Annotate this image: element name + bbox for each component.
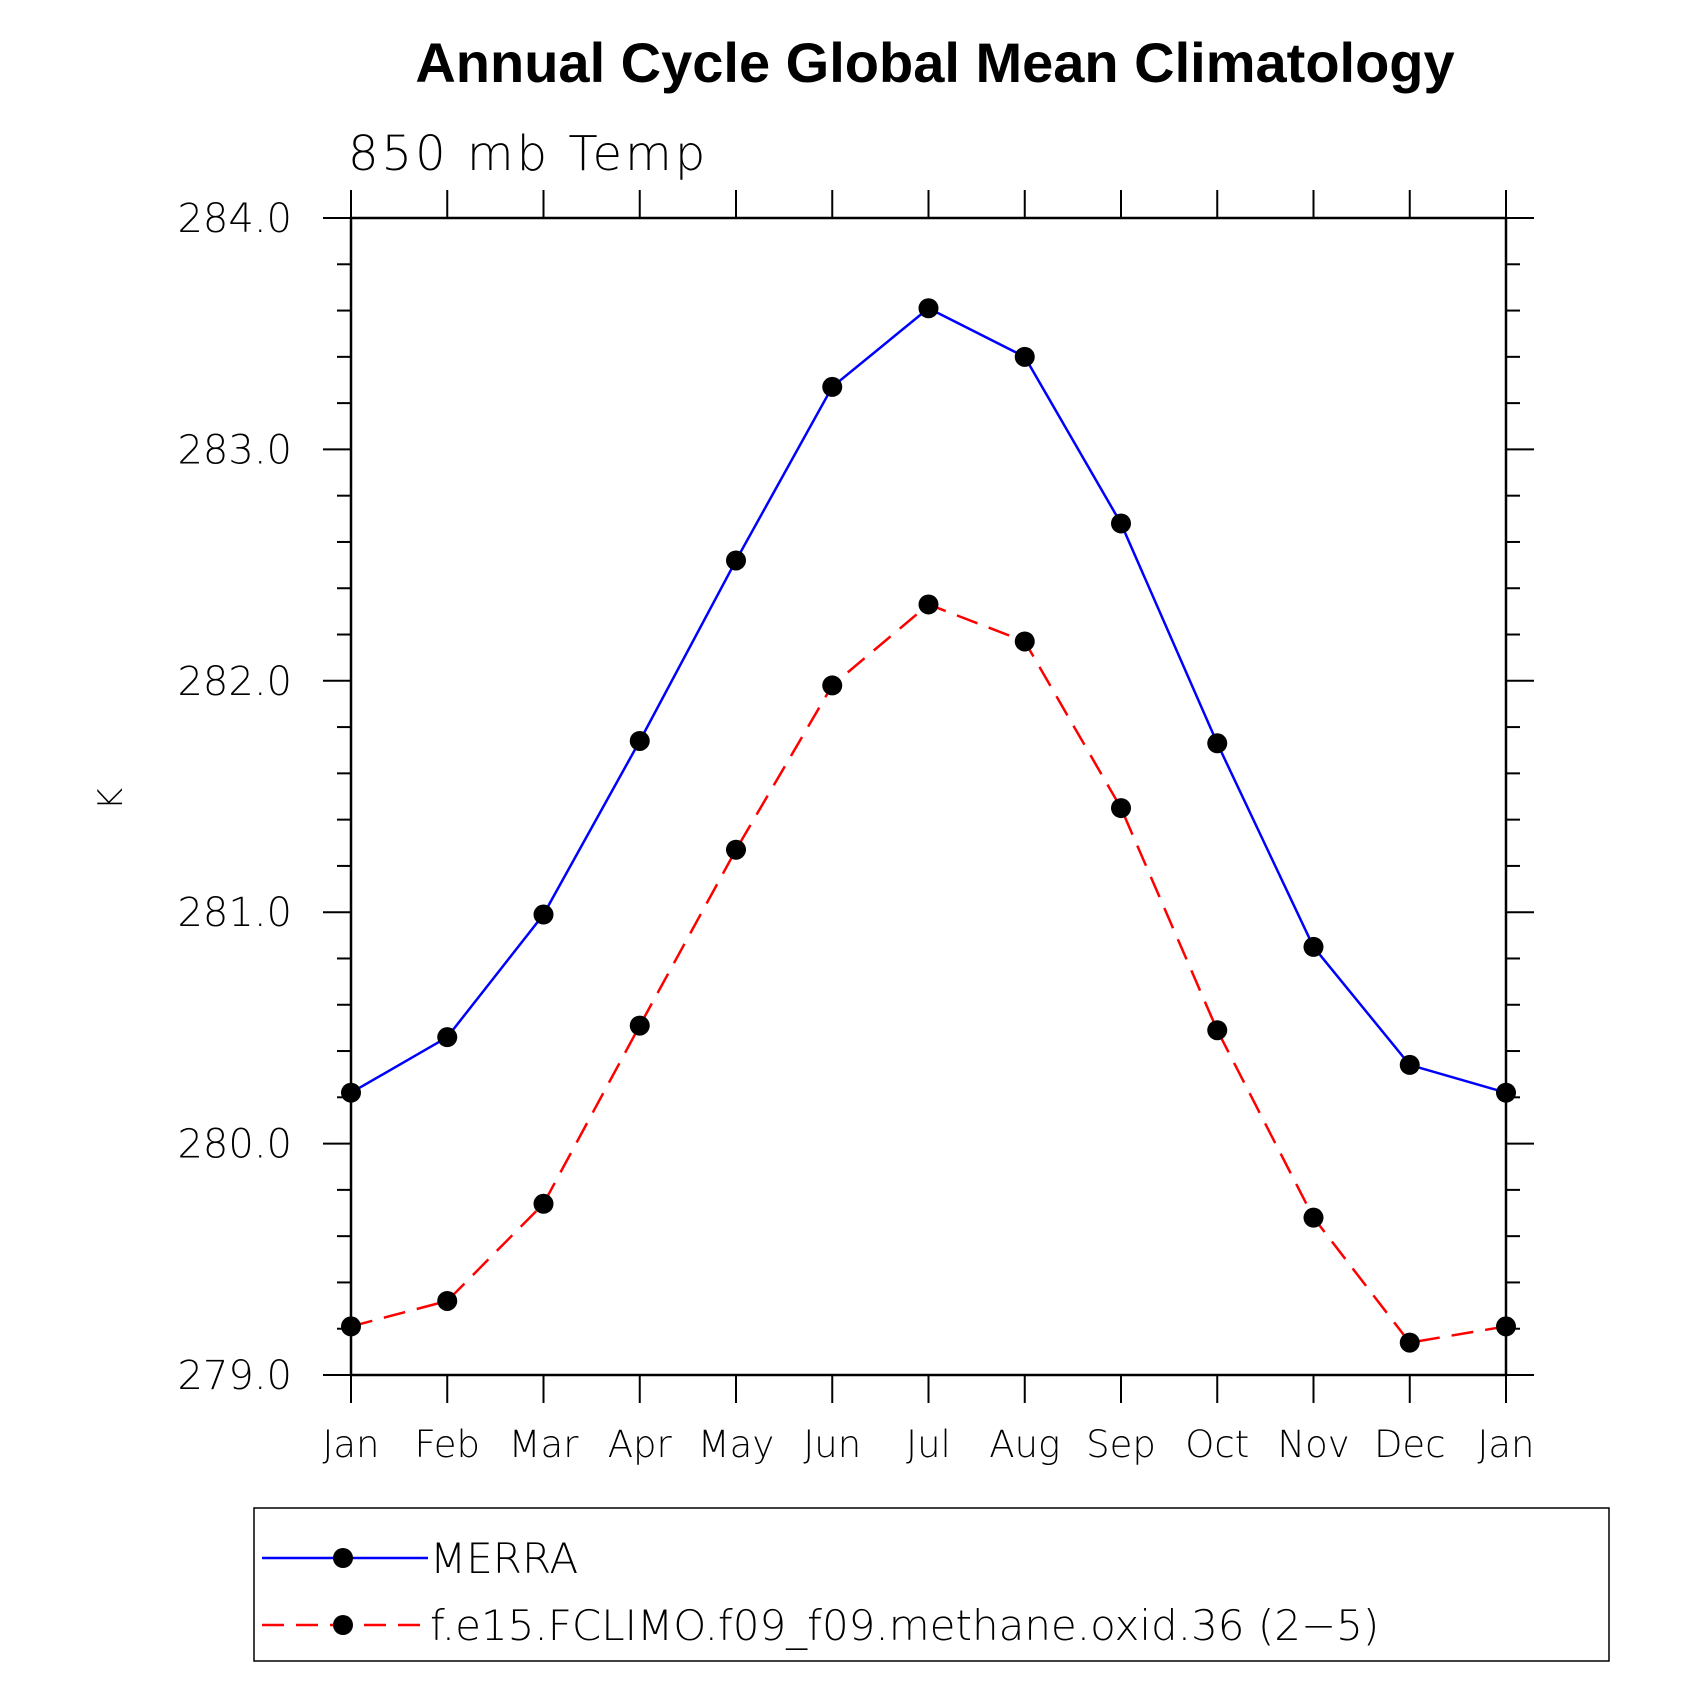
data-point [1496, 1316, 1516, 1337]
data-point [822, 376, 843, 397]
data-point [341, 1082, 361, 1103]
series-layer [341, 298, 1516, 1353]
x-tick-label: Aug [989, 1423, 1060, 1466]
series-line-1 [350, 603, 1507, 1344]
data-point [437, 1290, 458, 1311]
y-axis-ticks: 279.0 280.0 281.0 282.0 283.0 284.0 [177, 196, 1534, 1399]
data-point [822, 675, 843, 696]
plot-frame [349, 216, 1508, 1377]
data-point [1399, 1332, 1420, 1353]
y-axis-label: K [91, 788, 131, 810]
data-point [1111, 513, 1131, 534]
legend-marker-0 [333, 1548, 353, 1568]
x-tick-label: Jan [322, 1423, 379, 1466]
data-point [726, 839, 746, 860]
x-tick-label: Apr [608, 1423, 673, 1466]
data-point [437, 1027, 458, 1048]
data-point [341, 1316, 361, 1337]
y-tick-label: 281.0 [177, 890, 292, 936]
data-point [1207, 1020, 1228, 1041]
x-tick-label: Jan [1477, 1423, 1534, 1466]
x-tick-label: Sep [1086, 1423, 1156, 1466]
data-point [1014, 346, 1035, 367]
data-point [1303, 936, 1324, 957]
y-tick-label: 283.0 [177, 427, 292, 473]
x-axis-ticks: Jan Feb Mar Apr May Jun Jul Aug Sep Oct Nov Dec Jan [322, 190, 1535, 1466]
legend-label-0: MERRA [430, 1534, 578, 1583]
data-point [918, 298, 939, 319]
data-point [1303, 1207, 1324, 1228]
data-point [726, 550, 746, 571]
legend: MERRA f.e15.FCLIMO.f09_f09.methane.oxid.3… [253, 1507, 1610, 1662]
data-point [533, 1193, 554, 1214]
y-tick-label: 279.0 [177, 1353, 292, 1399]
x-tick-label: Mar [509, 1423, 580, 1466]
legend-marker-1 [333, 1615, 353, 1635]
data-point [533, 904, 554, 925]
x-tick-label: Jun [803, 1423, 861, 1466]
data-point [1496, 1082, 1516, 1103]
chart-subtitle: 850 mb Temp [348, 126, 708, 182]
x-tick-label: Nov [1277, 1423, 1349, 1466]
data-point [1111, 798, 1131, 819]
x-tick-label: Feb [414, 1423, 480, 1466]
plot-axes [349, 216, 1508, 1377]
data-point [629, 730, 650, 751]
legend-box [253, 1507, 1610, 1662]
chart-title: Annual Cycle Global Mean Climatology [415, 31, 1454, 94]
series-line-0 [350, 306, 1507, 1094]
x-tick-label: Jul [906, 1423, 951, 1466]
data-point [629, 1015, 650, 1036]
data-point [1207, 733, 1228, 754]
x-tick-label: Dec [1374, 1423, 1446, 1466]
legend-label-1: f.e15.FCLIMO.f09_f09.methane.oxid.36 (2−… [430, 1601, 1379, 1650]
x-tick-label: Oct [1185, 1423, 1249, 1466]
y-tick-label: 280.0 [177, 1122, 292, 1168]
data-point [1399, 1054, 1420, 1075]
x-tick-label: May [698, 1423, 775, 1466]
data-point [1014, 631, 1035, 652]
data-point [918, 594, 939, 615]
y-tick-label: 282.0 [177, 659, 292, 705]
y-tick-label: 284.0 [177, 196, 292, 242]
